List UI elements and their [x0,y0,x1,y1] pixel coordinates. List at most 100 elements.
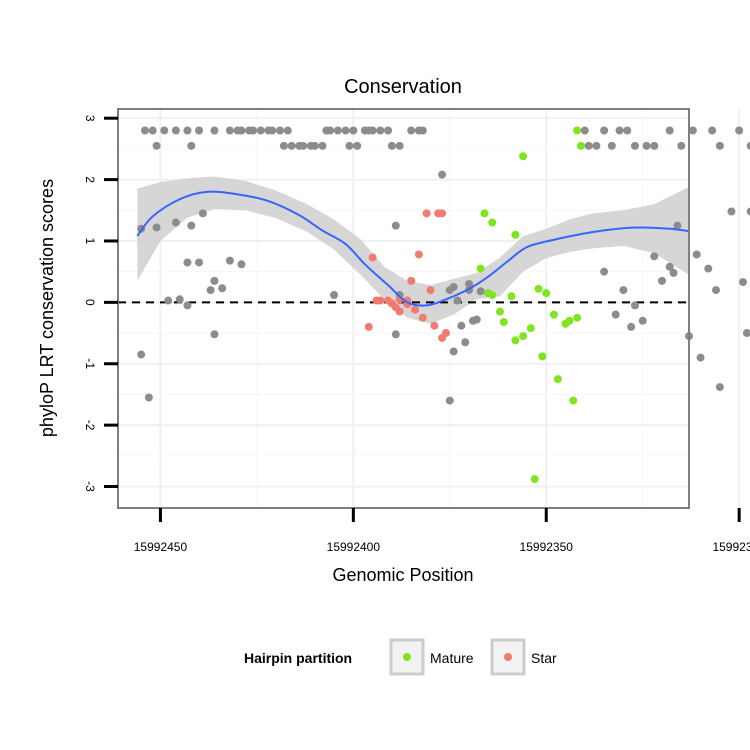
point-other-73 [206,286,215,295]
point-other-117 [715,383,724,392]
gridlines [118,109,741,508]
point-other-109 [665,262,674,271]
point-other-68 [171,218,180,227]
y-tick-label-1: -2 [83,420,97,431]
point-other-79 [175,295,184,304]
point-other-9 [225,126,234,135]
point-other-43 [580,126,589,135]
point-other-80 [164,296,173,305]
legend-label-mature: Mature [430,650,474,666]
legend-dot-star [504,653,512,661]
point-other-120 [742,329,750,338]
point-star-3 [376,296,385,305]
point-other-77 [237,260,246,269]
point-other-106 [638,316,647,325]
point-star-13 [414,250,423,259]
point-other-39 [395,141,404,150]
point-star-15 [422,209,431,218]
point-other-6 [187,141,196,150]
point-star-14 [418,313,427,322]
point-mature-17 [553,375,562,384]
point-other-51 [642,141,651,150]
point-other-40 [407,126,416,135]
y-tick-label-4: 1 [83,238,97,245]
point-mature-22 [573,126,582,135]
y-tick-label-2: -1 [83,358,97,369]
y-tick-label-3: 0 [83,299,97,306]
point-mature-20 [569,396,578,405]
point-other-52 [650,141,659,150]
point-other-32 [353,141,362,150]
point-other-95 [472,315,481,324]
point-other-49 [623,126,632,135]
point-star-11 [407,276,416,285]
point-mature-14 [538,352,547,361]
x-tick-label-2: 15992350 [520,540,574,554]
point-mature-15 [542,289,551,298]
point-other-24 [310,141,319,150]
point-mature-23 [576,141,585,150]
point-other-22 [299,141,308,150]
point-other-90 [449,347,458,356]
point-other-16 [268,126,277,135]
point-star-0 [364,322,373,331]
point-other-82 [137,350,146,359]
data-points [137,126,750,484]
point-other-78 [210,330,219,339]
point-other-2 [152,141,161,150]
point-mature-11 [526,324,535,333]
point-star-21 [441,329,450,338]
point-other-13 [249,126,258,135]
x-tick-label-1: 15992400 [327,540,381,554]
legend: Hairpin partition Mature Star [244,638,557,676]
y-tick-label-0: -3 [83,481,97,492]
point-other-11 [237,126,246,135]
point-mature-19 [565,316,574,325]
point-other-1 [148,126,157,135]
point-other-38 [387,141,396,150]
legend-dot-mature [403,653,411,661]
y-tick-label-5: 2 [83,176,97,183]
point-other-56 [708,126,717,135]
point-other-103 [619,286,628,295]
point-other-76 [225,256,234,265]
point-other-102 [611,310,620,319]
point-other-20 [287,141,296,150]
point-mature-5 [499,318,508,327]
y-axis: -3 -2 -1 0 1 2 3 [83,115,118,492]
point-other-18 [279,141,288,150]
point-mature-8 [511,336,520,345]
y-tick-label-6: 3 [83,115,97,122]
point-other-108 [657,276,666,285]
point-other-87 [391,330,400,339]
point-mature-9 [519,152,528,161]
point-star-19 [438,209,447,218]
point-other-53 [665,126,674,135]
point-other-28 [333,126,342,135]
point-other-97 [445,396,454,405]
plot-panel [117,108,750,509]
point-other-19 [283,126,292,135]
point-other-57 [715,141,724,150]
point-other-67 [152,223,161,232]
x-axis: 15992450 15992400 15992350 15992300 [134,508,750,554]
point-mature-10 [519,332,528,341]
point-other-8 [210,126,219,135]
point-mature-6 [507,292,516,301]
point-other-116 [712,286,721,295]
chart-title: Conservation [344,76,462,98]
point-star-1 [368,253,377,262]
point-other-42 [418,126,427,135]
point-mature-24 [488,290,497,299]
point-other-75 [218,284,227,293]
point-other-69 [183,258,192,267]
point-other-107 [650,252,659,261]
x-axis-title: Genomic Position [332,565,473,585]
point-other-92 [461,338,470,347]
point-other-96 [476,287,485,296]
smooth-confidence-band [137,176,690,324]
point-other-81 [183,301,192,310]
point-other-115 [704,264,713,273]
point-other-83 [144,393,153,402]
point-other-47 [607,141,616,150]
